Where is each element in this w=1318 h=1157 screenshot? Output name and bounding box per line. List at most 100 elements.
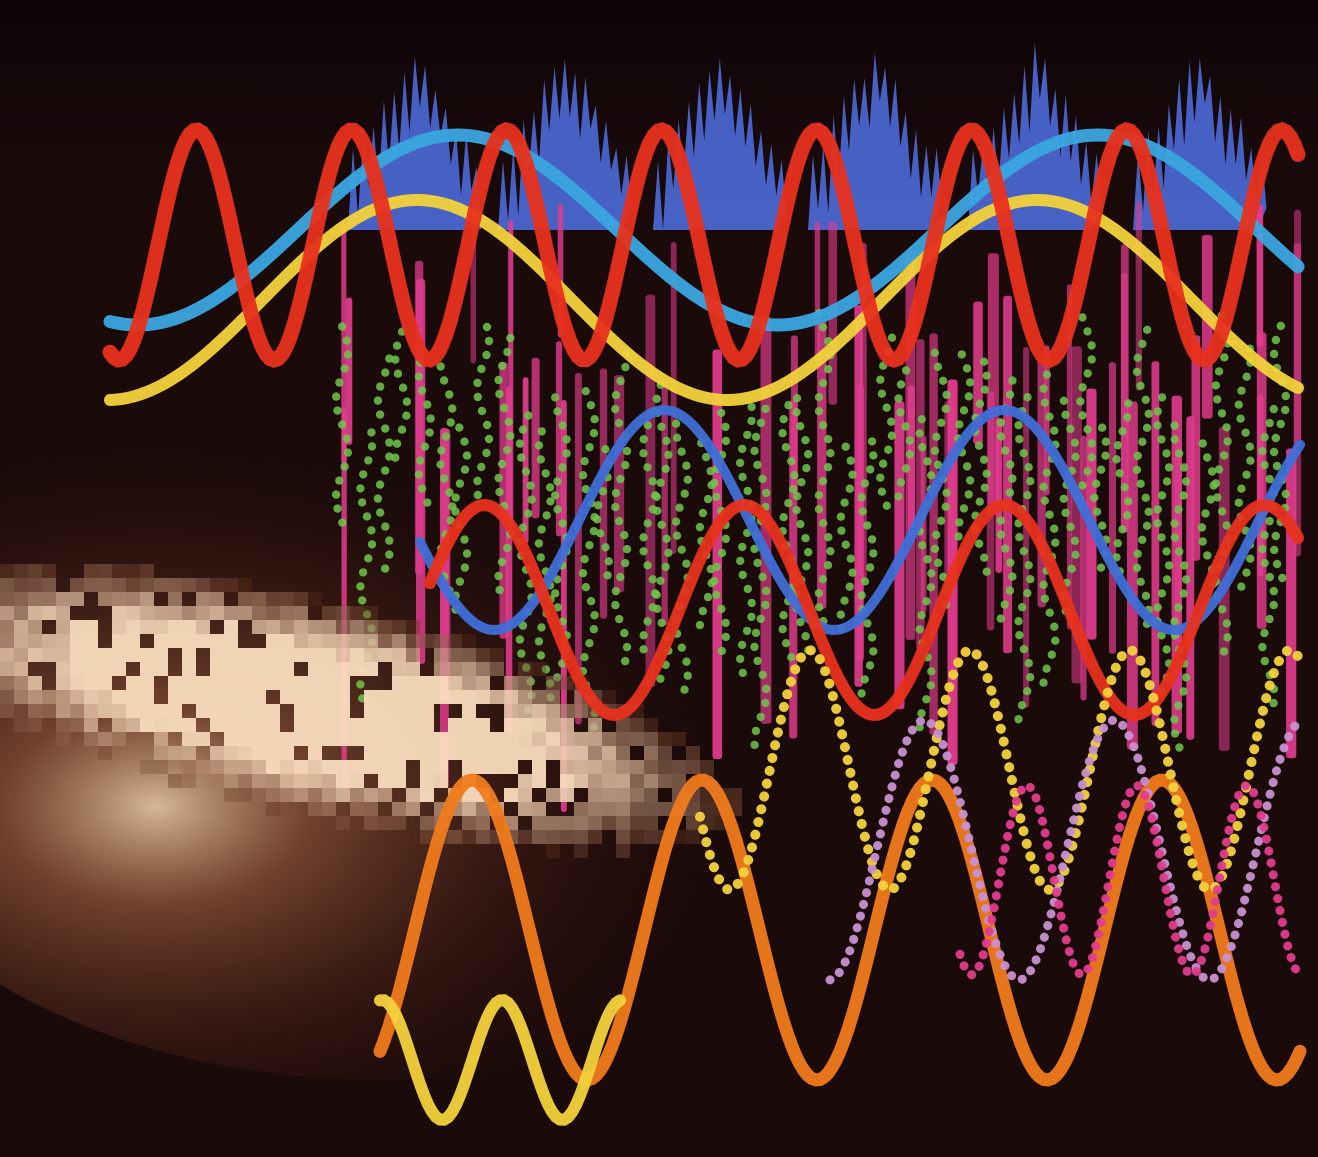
- green-dot: [896, 380, 906, 389]
- pixel-block: [280, 760, 294, 774]
- green-dot: [1017, 701, 1027, 710]
- pixel-block: [56, 592, 70, 606]
- green-dot: [661, 562, 670, 571]
- pixel-block: [112, 606, 126, 620]
- green-dot: [437, 446, 446, 455]
- green-dot: [1214, 465, 1224, 474]
- green-dot: [1115, 469, 1124, 478]
- green-dot: [1113, 539, 1123, 548]
- green-dot: [717, 408, 726, 418]
- green-dot: [840, 596, 849, 605]
- pixel-block: [560, 718, 574, 732]
- green-dot: [790, 471, 799, 480]
- pixel-block: [322, 690, 336, 704]
- pixel-block: [420, 690, 434, 704]
- green-dot: [1198, 439, 1207, 448]
- green-dot: [682, 657, 691, 666]
- green-dot: [717, 604, 726, 614]
- green-dot: [905, 436, 914, 445]
- green-dot: [1170, 729, 1180, 738]
- pixel-block: [378, 648, 392, 662]
- pixel-block: [336, 732, 350, 746]
- green-dot: [338, 420, 347, 429]
- blue-spike-6: [1133, 57, 1267, 230]
- green-dot: [1170, 421, 1179, 430]
- pixel-block: [644, 774, 658, 788]
- green-dot: [473, 392, 482, 402]
- green-dot: [882, 501, 891, 510]
- pixel-block: [294, 732, 308, 746]
- green-dot: [1070, 536, 1080, 545]
- pixel-block: [616, 802, 630, 816]
- pixel-block: [182, 690, 196, 704]
- pixel-block: [630, 802, 644, 816]
- pixel-block: [168, 690, 182, 704]
- green-dot: [558, 463, 567, 472]
- green-dot: [867, 535, 877, 544]
- pixel-block: [518, 732, 532, 746]
- green-dot: [338, 518, 347, 527]
- pixel-block: [378, 690, 392, 704]
- green-dot: [1014, 421, 1023, 430]
- pixel-block: [84, 704, 98, 718]
- pixel-block: [154, 578, 168, 592]
- pixel-block: [588, 746, 602, 760]
- green-dot: [901, 422, 910, 431]
- green-dot: [721, 632, 730, 642]
- green-dot: [1008, 474, 1017, 483]
- green-dot: [1269, 698, 1278, 708]
- pixel-block: [322, 760, 336, 774]
- pixel-block: [378, 718, 392, 732]
- pixel-block: [168, 676, 182, 690]
- green-dot: [1153, 519, 1162, 528]
- green-dot: [1170, 519, 1179, 528]
- green-dot: [1220, 353, 1229, 362]
- green-dot: [397, 425, 407, 434]
- pixel-block: [84, 690, 98, 704]
- green-dot: [860, 479, 870, 488]
- green-dot: [1265, 418, 1274, 428]
- green-dot: [585, 639, 594, 648]
- green-dot: [621, 656, 630, 666]
- green-dot: [494, 375, 503, 385]
- green-dot: [1181, 477, 1191, 486]
- pixel-block: [210, 718, 224, 732]
- pixel-block: [406, 704, 420, 718]
- pixel-block: [140, 648, 154, 662]
- pixel-block: [182, 676, 196, 690]
- green-dot: [545, 483, 555, 492]
- green-dot: [1201, 509, 1210, 518]
- green-dot: [957, 350, 966, 359]
- green-dot: [804, 450, 813, 459]
- green-dot: [979, 455, 989, 464]
- green-dot: [964, 392, 973, 401]
- green-dot: [1118, 427, 1127, 436]
- green-dot: [1162, 645, 1171, 654]
- green-dot: [517, 453, 526, 462]
- pixel-block: [210, 676, 224, 690]
- waveform-lines: [102, 121, 1307, 1126]
- green-dot: [698, 606, 707, 616]
- pixel-block: [392, 620, 406, 634]
- green-dot: [918, 443, 927, 452]
- pixel-block: [504, 690, 518, 704]
- pixel-block: [602, 774, 616, 788]
- green-dot: [333, 504, 342, 513]
- pixel-block: [420, 788, 434, 802]
- pixel-block: [70, 704, 84, 718]
- pixel-block: [392, 802, 406, 816]
- green-dot: [1101, 451, 1110, 460]
- green-dot: [1039, 580, 1048, 589]
- pixel-block: [98, 732, 112, 746]
- green-dot: [436, 362, 445, 371]
- pixel-block: [364, 746, 378, 760]
- green-dot: [455, 423, 464, 432]
- pixel-block: [644, 816, 658, 830]
- pixel-block: [392, 676, 406, 690]
- green-dot: [1218, 605, 1227, 614]
- sky-blue-wave: [103, 128, 1305, 332]
- pixel-block: [140, 760, 154, 774]
- pixel-block: [630, 732, 644, 746]
- pixel-block: [532, 746, 546, 760]
- green-dot: [824, 533, 833, 542]
